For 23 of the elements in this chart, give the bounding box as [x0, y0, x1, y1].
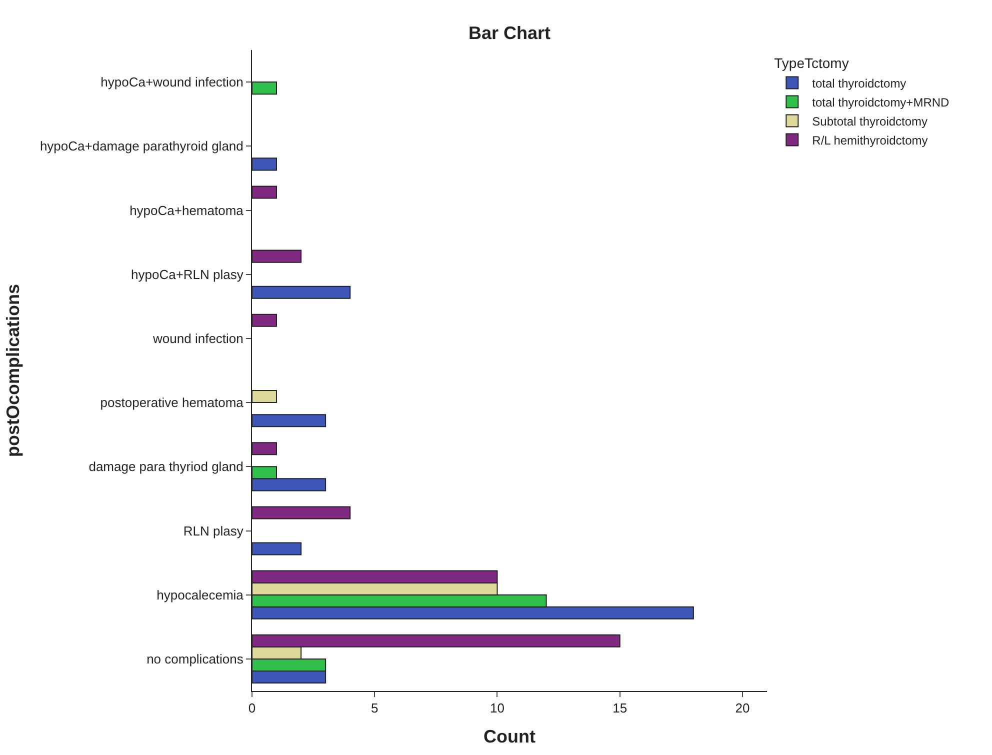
x-axis-title: Count — [484, 726, 536, 747]
y-tick-label: postoperative hematoma — [100, 395, 244, 410]
legend-label: Subtotal thyroidctomy — [812, 114, 928, 128]
x-tick-label: 0 — [248, 700, 256, 716]
y-axis-title: postOcomplications — [3, 284, 24, 458]
y-tick-label: hypoCa+hematoma — [130, 202, 244, 218]
x-tick-label: 10 — [490, 700, 504, 716]
y-tick-label: no complications — [146, 652, 244, 666]
y-tick-label: hypocalecemia — [156, 587, 244, 602]
legend-label: total thyroidctomy+MRND — [812, 95, 950, 110]
legend-label: R/L hemithyroidctomy — [812, 133, 928, 148]
x-tick-label: 5 — [371, 700, 378, 716]
y-tick-label: hypoCa+wound infection — [100, 74, 244, 90]
y-tick-label: hypoCa+RLN plasy — [131, 266, 244, 282]
y-tick-label: RLN plasy — [183, 523, 244, 538]
legend-label: total thyroidctomy — [812, 76, 906, 90]
y-tick-label: wound infection — [152, 331, 244, 346]
y-tick-label: hypoCa+damage parathyroid gland — [40, 138, 244, 154]
y-tick-label: damage para thyriod gland — [88, 459, 244, 474]
x-tick-label: 20 — [735, 700, 750, 716]
legend-title: TypeTctomy — [774, 55, 849, 72]
chart-title: Bar Chart — [468, 23, 551, 44]
x-tick-label: 15 — [612, 700, 628, 716]
